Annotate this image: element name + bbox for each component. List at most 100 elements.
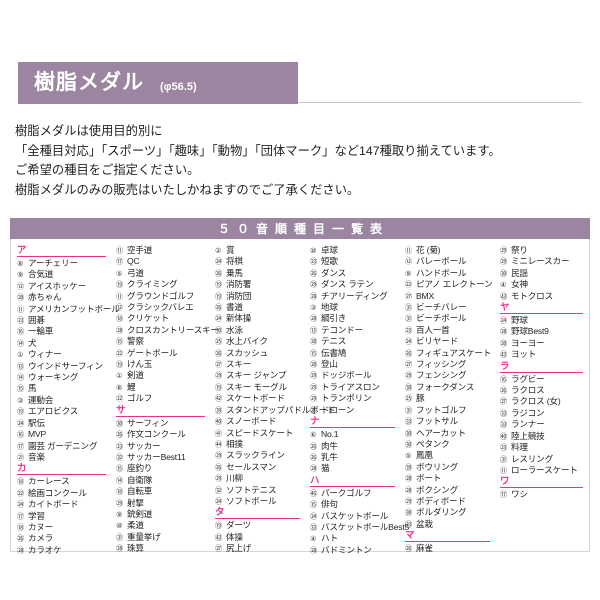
list-item[interactable]: ④ 女神 [500,279,585,290]
list-item[interactable]: ④ ハト [310,533,397,544]
list-item[interactable]: ⑰ 学習 [17,511,108,522]
list-item[interactable]: ⑲ 消防団 [215,291,302,302]
list-item[interactable]: ⑨ 銃剣道 [116,509,207,520]
list-item[interactable]: ⑳ テニス [310,336,397,347]
list-item[interactable]: ⑯ MVP [17,429,108,440]
list-item[interactable]: ⑭ 自衛隊 [116,475,207,486]
list-item[interactable]: ㉗ BMX [405,291,492,302]
list-item[interactable]: ⑰ ワシ [500,489,585,500]
list-item[interactable]: ⑯ ラグビー [500,374,585,385]
list-item[interactable]: ⑲ 消防署 [215,279,302,290]
list-item[interactable]: ⑳ ヨーヨー [500,338,585,349]
list-item[interactable]: ⑲ クライミング [116,279,207,290]
list-item[interactable]: ⑲ けん玉 [116,359,207,370]
list-item[interactable]: ⑳ 赤ちゃん [17,292,108,303]
list-item[interactable]: ⑬ テコンドー [310,325,397,336]
list-item[interactable]: ⑨ ハンドボール [405,268,492,279]
list-item[interactable]: ⑱ クリケット [116,313,207,324]
list-item[interactable]: ⑯ 一輪車 [17,326,108,337]
list-item[interactable]: ① 剣道 [116,370,207,381]
list-item[interactable]: ⑲ エアロビクス [17,406,108,417]
list-item[interactable]: ⑤ 弓道 [116,268,207,279]
list-item[interactable]: ③ 運動会 [17,395,108,406]
list-item[interactable]: ⑮ 伝書鳩 [310,348,397,359]
list-item[interactable]: ⑩ 柔道 [116,520,207,531]
list-item[interactable]: ⑪ 空手道 [116,245,207,256]
list-item[interactable]: ⑭ ウォーキング [17,372,108,383]
list-item[interactable]: ⑰ 園芸 ガーデニング [17,441,108,452]
list-item[interactable]: ⑮ 座釣り [116,463,207,474]
list-item[interactable]: ⑥ No.1 [310,429,397,440]
list-item[interactable]: ⑲ ダーツ [215,520,302,531]
list-item[interactable]: ⑳ 登山 [310,359,397,370]
list-item[interactable]: ⑰ QC [116,256,207,267]
list-item[interactable]: ⑱ カヌー [17,522,108,533]
list-item[interactable]: ⑮ 俳句 [310,499,397,510]
list-item[interactable]: ⑨ 合気道 [17,269,108,280]
list-item[interactable]: ① ウィナー [17,349,108,360]
